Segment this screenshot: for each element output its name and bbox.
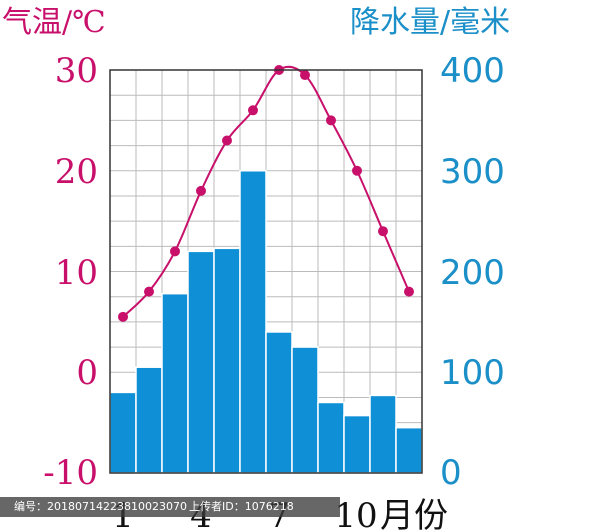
uploader-id: 上传者ID：1076218 bbox=[188, 500, 294, 513]
precip-bar-month-5 bbox=[213, 247, 241, 474]
image-id: 编号：20180714223810023070 bbox=[14, 500, 187, 513]
temp-point-month-11 bbox=[378, 226, 388, 237]
left-tick-30: 30 bbox=[55, 51, 98, 91]
right-tick-300: 300 bbox=[440, 152, 505, 192]
temp-point-month-4 bbox=[196, 185, 206, 196]
precipitation-bars bbox=[109, 170, 423, 474]
precip-bar-month-1 bbox=[109, 391, 137, 474]
precip-bar-month-9 bbox=[317, 401, 345, 474]
precip-bar-month-3 bbox=[161, 292, 189, 474]
temp-point-month-5 bbox=[222, 135, 232, 146]
temp-point-month-10 bbox=[352, 165, 362, 176]
temperature-line bbox=[118, 65, 414, 322]
x-axis-unit: 月份 bbox=[380, 496, 448, 531]
temp-point-month-12 bbox=[404, 286, 414, 297]
left-tick-0: 0 bbox=[76, 353, 98, 393]
x-tick-10: 10 bbox=[334, 496, 377, 531]
left-tick-20: 20 bbox=[55, 152, 98, 192]
temp-point-month-9 bbox=[326, 115, 336, 126]
temp-point-month-6 bbox=[248, 105, 258, 116]
temp-point-month-8 bbox=[300, 70, 310, 81]
plot-frame bbox=[109, 69, 423, 474]
right-tick-200: 200 bbox=[440, 253, 505, 293]
precip-bar-month-10 bbox=[343, 414, 371, 474]
temp-point-month-1 bbox=[118, 311, 128, 322]
precip-bar-month-11 bbox=[369, 394, 397, 474]
precip-bar-month-2 bbox=[135, 366, 163, 474]
right-tick-100: 100 bbox=[440, 353, 505, 393]
image-footer: 编号：20180714223810023070 上传者ID：1076218 bbox=[0, 497, 340, 517]
right-axis-title: 降水量/毫米 bbox=[350, 5, 510, 40]
precip-bar-month-8 bbox=[291, 346, 319, 474]
precip-bar-month-12 bbox=[395, 426, 423, 474]
temp-point-month-2 bbox=[144, 286, 154, 297]
left-tick-10: 10 bbox=[55, 253, 98, 293]
left-tick-minus10: -10 bbox=[43, 453, 98, 493]
right-tick-400: 400 bbox=[440, 51, 505, 91]
precip-bar-month-4 bbox=[187, 250, 215, 474]
precip-bar-month-7 bbox=[265, 331, 293, 474]
temp-point-month-3 bbox=[170, 246, 180, 257]
right-tick-0: 0 bbox=[440, 453, 462, 493]
precip-bar-month-6 bbox=[239, 170, 267, 474]
left-axis-title: 气温/℃ bbox=[2, 5, 106, 40]
